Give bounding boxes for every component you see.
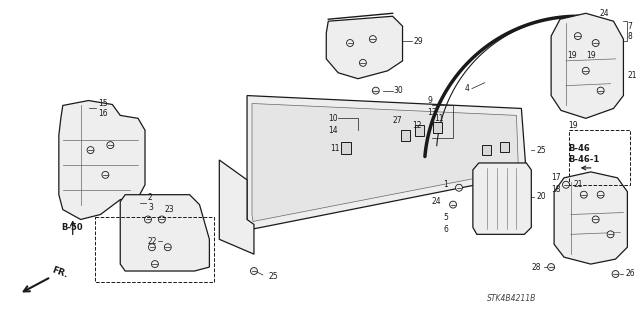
Text: 19: 19 [568,121,577,130]
Text: 24: 24 [600,9,609,18]
Text: B-50: B-50 [61,223,83,232]
Text: 9: 9 [428,96,432,105]
Polygon shape [252,103,518,221]
Text: 8: 8 [627,32,632,41]
Text: 26: 26 [625,270,635,278]
FancyBboxPatch shape [415,125,424,136]
Polygon shape [554,172,627,264]
Circle shape [612,271,619,278]
Circle shape [580,191,588,198]
Text: B-46-1: B-46-1 [568,155,599,165]
Circle shape [449,201,456,208]
Circle shape [369,36,376,42]
Circle shape [456,184,463,191]
Text: 6: 6 [443,225,448,234]
Circle shape [582,67,589,74]
Circle shape [107,142,114,149]
FancyBboxPatch shape [341,142,351,154]
Circle shape [145,216,152,223]
FancyBboxPatch shape [433,122,442,133]
Text: 19: 19 [586,51,595,60]
Text: 19: 19 [567,51,577,60]
Text: 25: 25 [536,145,546,155]
Circle shape [372,87,380,94]
Text: 28: 28 [531,263,541,271]
Text: 22: 22 [148,237,157,246]
Circle shape [360,59,366,66]
Circle shape [164,244,172,251]
Circle shape [158,216,165,223]
Polygon shape [247,96,526,229]
Text: B-46: B-46 [568,144,589,152]
Circle shape [152,261,158,268]
Polygon shape [59,100,145,219]
Polygon shape [551,13,623,118]
Text: 12: 12 [412,121,422,130]
Circle shape [592,216,599,223]
Text: 30: 30 [394,86,403,95]
Circle shape [597,87,604,94]
FancyBboxPatch shape [483,145,491,155]
Text: 24: 24 [431,197,441,206]
Text: 20: 20 [536,192,546,201]
Text: 11: 11 [434,114,444,123]
Text: 17: 17 [551,173,561,182]
Text: FR.: FR. [51,265,70,279]
Polygon shape [220,160,254,254]
Text: 16: 16 [99,109,108,118]
FancyBboxPatch shape [500,142,509,152]
Text: 21: 21 [627,71,637,80]
FancyBboxPatch shape [401,130,410,141]
Circle shape [87,147,94,153]
Text: STK4B4211B: STK4B4211B [487,294,536,303]
Circle shape [548,263,555,271]
Bar [569,130,630,185]
Text: 4: 4 [465,84,470,93]
Polygon shape [326,16,403,79]
Polygon shape [473,163,531,234]
Bar [95,218,214,282]
Polygon shape [120,195,209,271]
Text: 21: 21 [574,180,584,189]
Text: 14: 14 [328,126,338,135]
Circle shape [102,171,109,178]
Circle shape [574,33,581,40]
Text: 23: 23 [165,205,175,214]
Text: 1: 1 [443,180,448,189]
Text: 15: 15 [99,99,108,108]
Text: 25: 25 [269,272,278,281]
Circle shape [563,181,570,188]
Text: 18: 18 [551,185,561,194]
Circle shape [597,191,604,198]
Text: 3: 3 [148,203,153,212]
Circle shape [347,40,353,47]
Text: 27: 27 [392,116,403,125]
Text: 7: 7 [627,22,632,31]
Text: 13: 13 [428,108,437,117]
Circle shape [250,268,257,274]
Circle shape [592,40,599,47]
Circle shape [148,244,156,251]
Text: 11: 11 [330,144,340,152]
Text: 2: 2 [148,193,153,202]
Text: 10: 10 [328,114,338,123]
Text: 5: 5 [443,213,448,222]
Text: 29: 29 [413,37,423,46]
Circle shape [607,231,614,238]
